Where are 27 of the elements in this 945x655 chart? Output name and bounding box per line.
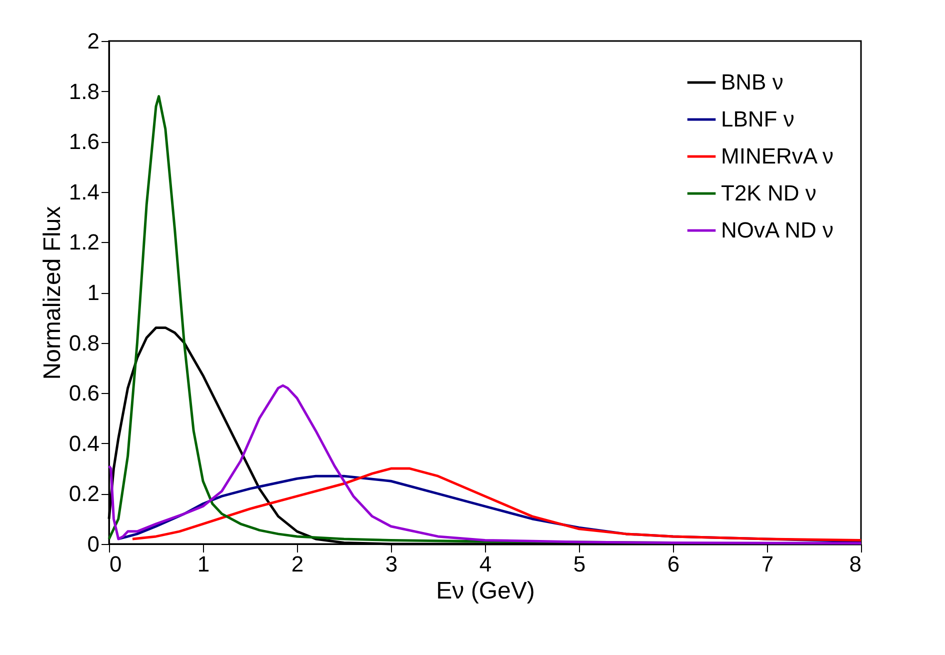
x-tick-label: 5 [573,552,586,576]
y-tick-label: 2 [87,28,100,54]
x-tick-label: 6 [667,552,680,576]
x-tick-label: 7 [761,552,774,576]
y-tick-label: 0.8 [68,330,100,356]
x-tick-label: 1 [197,552,210,576]
x-axis-title: Eν (GeV) [436,578,535,604]
legend-label: LBNF ν [721,106,794,132]
y-tick-label: 1.2 [68,230,100,255]
y-tick-label: 1.8 [68,78,100,104]
y-tick-label: 1 [87,280,100,305]
legend-label: T2K ND ν [721,180,816,206]
x-tick-label: 0 [110,552,122,576]
legend-label: NOvA ND ν [721,218,834,242]
x-tick-label: 8 [849,552,862,576]
y-tick-label: 1.4 [68,179,100,204]
x-tick-label: 2 [291,552,304,576]
y-axis-title: Normalized Flux [38,206,66,380]
legend-label: MINERvA ν [721,144,834,168]
y-tick-label: 0.4 [68,430,100,456]
x-tick-label: 3 [385,552,398,576]
y-tick-label: 0 [87,532,100,556]
y-tick-label: 0.2 [68,481,100,506]
x-tick-label: 4 [479,552,492,576]
y-tick-label: 1.6 [68,129,100,154]
y-tick-label: 0.6 [68,380,100,406]
legend-label: BNB ν [721,70,784,94]
